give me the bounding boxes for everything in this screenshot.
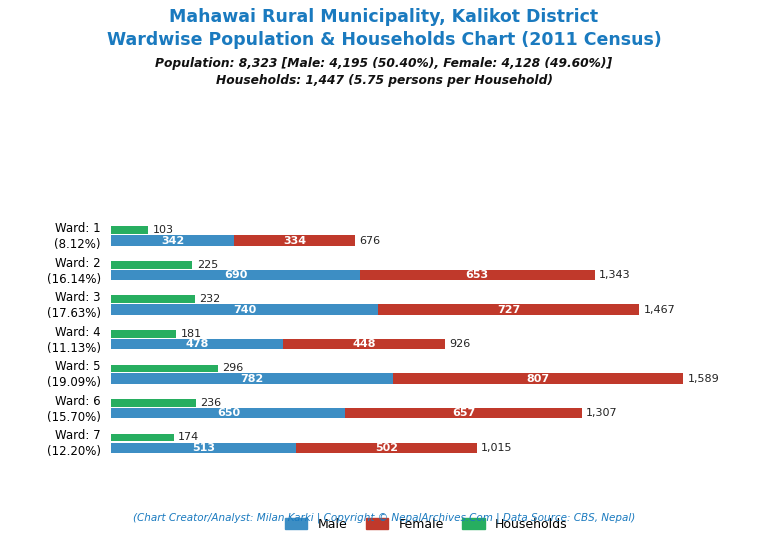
Text: 782: 782	[240, 374, 263, 384]
Bar	[111, 295, 195, 303]
Text: 1,467: 1,467	[644, 304, 675, 315]
Bar	[111, 330, 177, 338]
Text: 174: 174	[178, 433, 200, 442]
Bar	[392, 374, 684, 384]
Text: 342: 342	[161, 236, 184, 245]
Text: 650: 650	[217, 408, 240, 418]
Text: 103: 103	[153, 225, 174, 235]
Text: 502: 502	[375, 443, 398, 453]
Text: 232: 232	[199, 294, 220, 304]
Text: 225: 225	[197, 260, 218, 270]
Text: 676: 676	[359, 236, 380, 245]
Text: 807: 807	[526, 374, 550, 384]
Bar	[111, 399, 197, 407]
Bar	[359, 270, 594, 280]
Text: 690: 690	[223, 270, 247, 280]
Text: 1,343: 1,343	[599, 270, 631, 280]
Text: 513: 513	[192, 443, 215, 453]
Text: 236: 236	[200, 398, 222, 408]
Legend: Male, Female, Households: Male, Female, Households	[280, 512, 573, 535]
Bar	[111, 270, 359, 280]
Text: 296: 296	[222, 363, 243, 373]
Bar	[111, 227, 148, 234]
Text: Mahawai Rural Municipality, Kalikot District: Mahawai Rural Municipality, Kalikot Dist…	[170, 8, 598, 26]
Bar	[378, 304, 639, 315]
Text: 740: 740	[233, 304, 257, 315]
Text: 1,307: 1,307	[586, 408, 617, 418]
Text: 448: 448	[353, 339, 376, 349]
Bar	[283, 339, 445, 349]
Bar	[296, 443, 477, 453]
Text: (Chart Creator/Analyst: Milan Karki | Copyright © NepalArchives.Com | Data Sourc: (Chart Creator/Analyst: Milan Karki | Co…	[133, 512, 635, 523]
Text: Households: 1,447 (5.75 persons per Household): Households: 1,447 (5.75 persons per Hous…	[216, 74, 552, 87]
Text: 1,015: 1,015	[481, 443, 512, 453]
Text: 478: 478	[186, 339, 209, 349]
Bar	[111, 434, 174, 441]
Bar	[111, 364, 218, 372]
Text: 657: 657	[452, 408, 475, 418]
Bar	[346, 408, 581, 419]
Text: 1,589: 1,589	[687, 374, 720, 384]
Text: 653: 653	[465, 270, 488, 280]
Text: Wardwise Population & Households Chart (2011 Census): Wardwise Population & Households Chart (…	[107, 31, 661, 49]
Bar	[111, 235, 234, 246]
Bar	[111, 408, 346, 419]
Bar	[234, 235, 355, 246]
Text: 334: 334	[283, 236, 306, 245]
Bar	[111, 443, 296, 453]
Bar	[111, 339, 283, 349]
Bar	[111, 374, 392, 384]
Text: 181: 181	[180, 329, 202, 339]
Text: 926: 926	[449, 339, 470, 349]
Bar	[111, 304, 378, 315]
Text: Population: 8,323 [Male: 4,195 (50.40%), Female: 4,128 (49.60%)]: Population: 8,323 [Male: 4,195 (50.40%),…	[155, 57, 613, 70]
Bar	[111, 261, 192, 269]
Text: 727: 727	[497, 304, 520, 315]
